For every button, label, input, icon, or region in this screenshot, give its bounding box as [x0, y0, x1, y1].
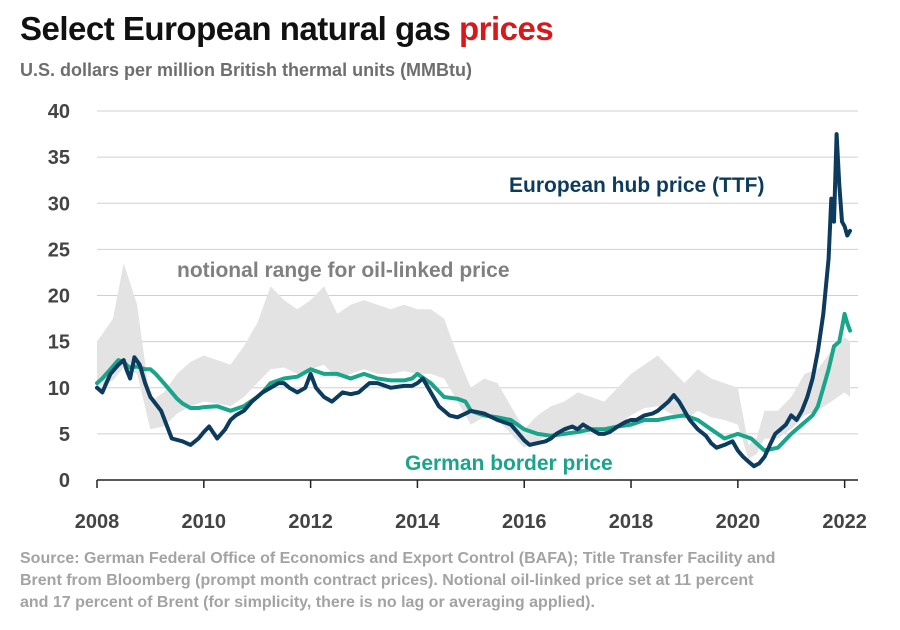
y-tick-label: 0	[59, 470, 70, 492]
x-tick-label: 2010	[182, 511, 227, 533]
y-tick-label: 25	[48, 239, 70, 261]
y-tick-label: 20	[48, 286, 70, 308]
x-tick-label: 2018	[609, 511, 654, 533]
x-tick-label: 2014	[395, 511, 440, 533]
y-tick-label: 10	[48, 378, 70, 400]
oil-linked-range-band	[97, 263, 850, 459]
source-line: and 17 percent of Brent (for simplicity,…	[20, 594, 595, 611]
german-border-price-line	[95, 311, 852, 453]
german-series-label: German border price	[405, 452, 613, 475]
x-tick-label: 2008	[75, 511, 120, 533]
page-title: Select European natural gas prices	[20, 10, 554, 48]
source-line: Brent from Bloomberg (prompt month contr…	[20, 572, 754, 589]
x-tick-label: 2012	[288, 511, 333, 533]
source-note: Source: German Federal Office of Economi…	[20, 548, 890, 614]
y-tick-label: 15	[48, 332, 70, 354]
ttf-series-label: European hub price (TTF)	[509, 174, 765, 197]
x-tick-label: 2020	[716, 511, 761, 533]
page-subtitle: U.S. dollars per million British thermal…	[20, 60, 473, 80]
y-tick-label: 40	[48, 101, 70, 123]
y-tick-label: 35	[48, 147, 70, 169]
source-line: Source: German Federal Office of Economi…	[20, 550, 776, 567]
x-tick-label: 2022	[822, 511, 867, 533]
ttf-price-line	[95, 132, 852, 469]
title-main: Select European natural gas	[20, 10, 459, 47]
y-tick-label: 30	[48, 193, 70, 215]
x-tick-label: 2016	[502, 511, 547, 533]
range-band-label: notional range for oil-linked price	[177, 259, 510, 282]
title-accent: prices	[458, 10, 554, 47]
y-tick-label: 5	[59, 424, 70, 446]
